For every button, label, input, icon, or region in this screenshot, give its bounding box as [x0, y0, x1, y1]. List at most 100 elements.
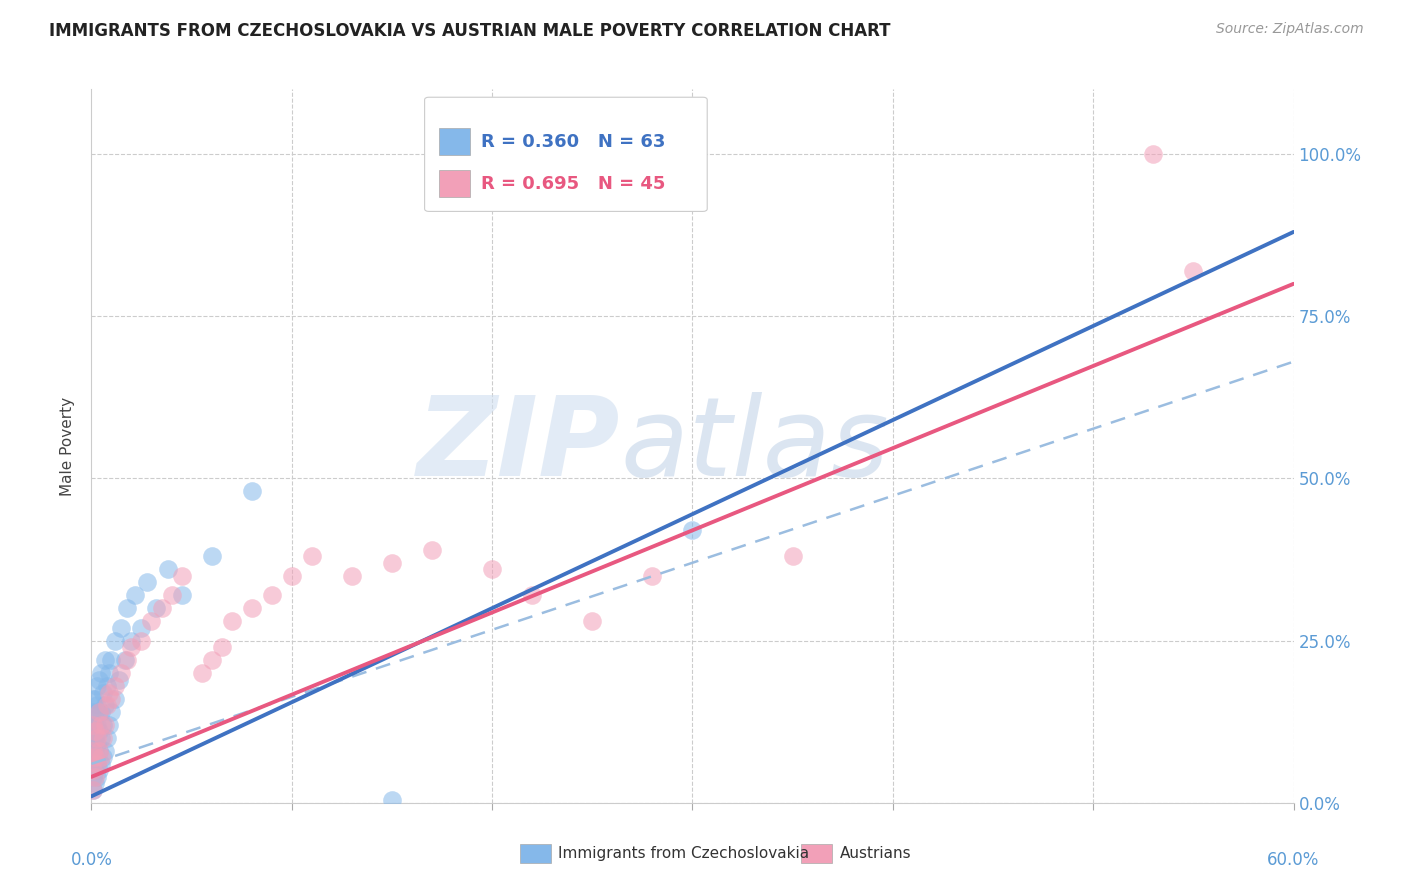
- Point: [782, 549, 804, 564]
- Point: [82, 764, 104, 778]
- Point: [90, 705, 112, 719]
- Point: [86, 698, 108, 713]
- Point: [240, 484, 263, 499]
- Point: [420, 542, 443, 557]
- Point: [240, 601, 263, 615]
- Point: [522, 588, 544, 602]
- Point: [84, 770, 107, 784]
- Point: [93, 718, 115, 732]
- Point: [190, 666, 212, 681]
- Point: [84, 692, 107, 706]
- Point: [96, 698, 118, 713]
- Point: [93, 750, 115, 764]
- Point: [82, 731, 104, 745]
- Point: [84, 750, 107, 764]
- Point: [110, 621, 132, 635]
- Text: atlas: atlas: [620, 392, 889, 500]
- Point: [145, 601, 167, 615]
- Point: [94, 718, 117, 732]
- Y-axis label: Male Poverty: Male Poverty: [60, 396, 76, 496]
- Point: [86, 731, 108, 745]
- Point: [301, 549, 323, 564]
- Point: [114, 653, 136, 667]
- Point: [104, 633, 127, 648]
- Point: [98, 685, 121, 699]
- Point: [84, 750, 107, 764]
- Point: [84, 724, 107, 739]
- Point: [117, 653, 139, 667]
- Point: [84, 776, 107, 790]
- Point: [96, 731, 118, 745]
- Point: [86, 756, 108, 771]
- Point: [90, 756, 112, 771]
- Point: [201, 549, 224, 564]
- Point: [86, 718, 108, 732]
- Point: [201, 653, 224, 667]
- Point: [211, 640, 233, 654]
- Point: [94, 698, 117, 713]
- Text: R = 0.360   N = 63: R = 0.360 N = 63: [481, 133, 665, 151]
- Point: [108, 673, 131, 687]
- Text: 60.0%: 60.0%: [1267, 852, 1320, 870]
- Point: [82, 744, 104, 758]
- Point: [121, 633, 143, 648]
- Point: [260, 588, 283, 602]
- Point: [141, 614, 163, 628]
- Point: [82, 782, 104, 797]
- Point: [90, 750, 112, 764]
- Point: [150, 601, 173, 615]
- Point: [381, 556, 404, 570]
- Point: [82, 705, 104, 719]
- Point: [117, 601, 139, 615]
- Point: [98, 718, 121, 732]
- Point: [89, 744, 111, 758]
- Text: Source: ZipAtlas.com: Source: ZipAtlas.com: [1216, 22, 1364, 37]
- Point: [96, 679, 118, 693]
- Point: [481, 562, 503, 576]
- Point: [84, 724, 107, 739]
- Point: [82, 764, 104, 778]
- Point: [136, 575, 159, 590]
- Text: 0.0%: 0.0%: [70, 852, 112, 870]
- Point: [82, 770, 104, 784]
- Point: [89, 744, 111, 758]
- Point: [93, 731, 115, 745]
- Point: [86, 679, 108, 693]
- Text: IMMIGRANTS FROM CZECHOSLOVAKIA VS AUSTRIAN MALE POVERTY CORRELATION CHART: IMMIGRANTS FROM CZECHOSLOVAKIA VS AUSTRI…: [49, 22, 891, 40]
- Point: [84, 744, 107, 758]
- Point: [84, 764, 107, 778]
- Point: [89, 724, 111, 739]
- Point: [170, 588, 193, 602]
- Point: [89, 673, 111, 687]
- Point: [86, 756, 108, 771]
- Point: [90, 731, 112, 745]
- Point: [84, 731, 107, 745]
- Point: [1182, 264, 1205, 278]
- Point: [381, 792, 404, 806]
- Point: [82, 782, 104, 797]
- Point: [124, 588, 146, 602]
- Point: [93, 685, 115, 699]
- Point: [94, 653, 117, 667]
- Point: [82, 718, 104, 732]
- Point: [82, 692, 104, 706]
- Text: Immigrants from Czechoslovakia: Immigrants from Czechoslovakia: [558, 847, 810, 861]
- Point: [121, 640, 143, 654]
- Point: [82, 738, 104, 752]
- Point: [90, 666, 112, 681]
- Text: Austrians: Austrians: [839, 847, 911, 861]
- Point: [581, 614, 603, 628]
- Point: [82, 718, 104, 732]
- Point: [641, 568, 664, 582]
- Point: [131, 621, 153, 635]
- Point: [110, 666, 132, 681]
- Point: [98, 666, 121, 681]
- Point: [82, 756, 104, 771]
- Point: [156, 562, 179, 576]
- Point: [89, 705, 111, 719]
- Point: [86, 738, 108, 752]
- Point: [281, 568, 304, 582]
- Point: [94, 744, 117, 758]
- Point: [100, 653, 122, 667]
- Point: [100, 705, 122, 719]
